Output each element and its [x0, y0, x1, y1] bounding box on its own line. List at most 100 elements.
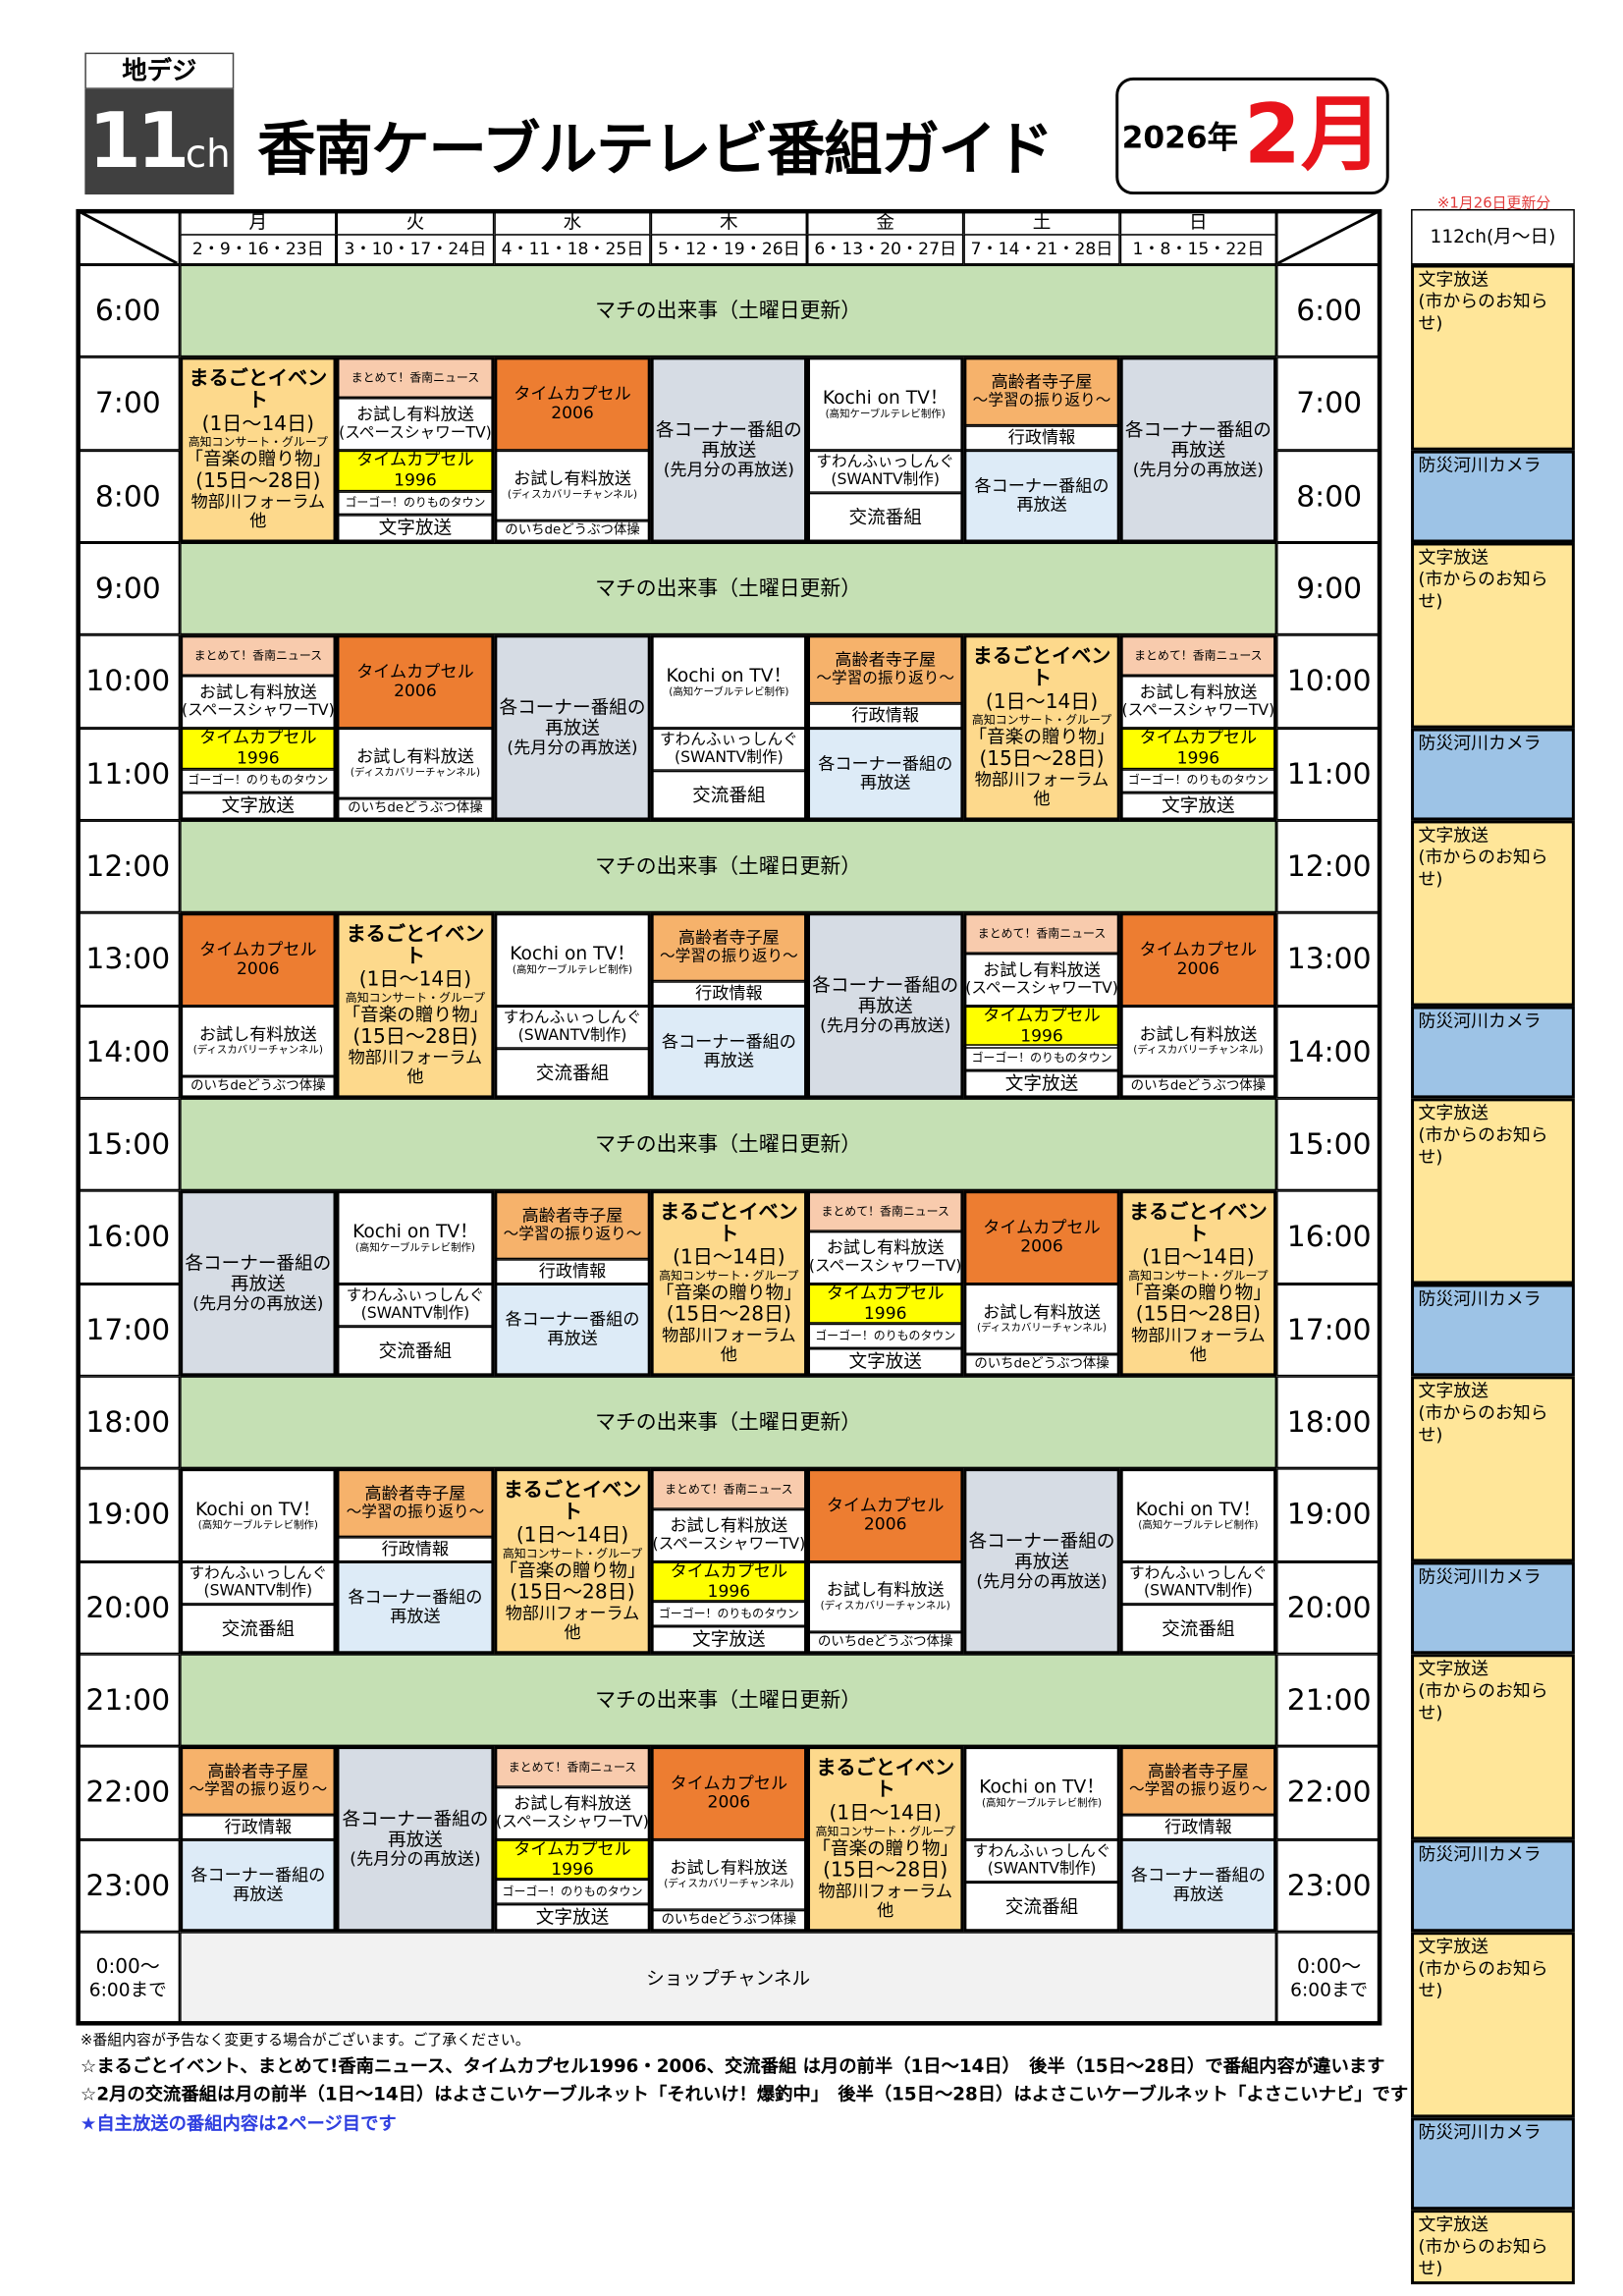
- cell-text: 20:00: [1286, 1589, 1372, 1625]
- cell-text: 再放送: [390, 1606, 441, 1627]
- program-tc2006: のいちdeどうぶつ体操: [650, 1909, 808, 1933]
- program-matomete: タイムカプセル1996: [963, 1006, 1120, 1047]
- cell-text: 他: [877, 1900, 894, 1921]
- cell-text: 高齢者寺子屋: [835, 649, 937, 671]
- cell-text: 18:00: [1286, 1403, 1372, 1440]
- program-matomete: 文字放送: [180, 793, 337, 821]
- cell-text: 火: [406, 210, 425, 233]
- cell-text: 他: [564, 1622, 581, 1643]
- day-dates: 5・12・19・26日: [650, 234, 808, 265]
- channel-number-badge: 11ch: [84, 88, 235, 195]
- cell-text: まとめて！香南ニュース: [821, 1204, 949, 1218]
- program-koreisha: 行政情報: [963, 425, 1120, 451]
- time-label-right: 18:00: [1276, 1376, 1382, 1469]
- cell-text: 再放送: [1170, 438, 1226, 462]
- time-label-right: 6:00: [1276, 264, 1382, 357]
- cell-text: タイムカプセル1996: [1139, 728, 1258, 768]
- program-koreisha: 行政情報: [1119, 1815, 1277, 1839]
- program-marugoto: まるごとイベント (1日～14日) 高知コンサート・グループ 「音楽の贈り物」 (15日…: [336, 912, 495, 1099]
- ch112-text: 文字放送: [1418, 824, 1489, 846]
- cell-text: 他: [249, 511, 267, 532]
- time-label-right: 16:00: [1276, 1190, 1382, 1284]
- program-matomete: 文字放送: [650, 1625, 808, 1655]
- cell-text: 18:00: [85, 1403, 171, 1440]
- time-label-right: 12:00: [1276, 820, 1382, 913]
- ch112-text: 文字放送: [1418, 269, 1489, 290]
- day-dates: 3・10・17・24日: [336, 234, 495, 265]
- cell-text: お試し有料放送: [983, 1301, 1101, 1323]
- cell-text: のいちdeどうぶつ体操: [974, 1357, 1109, 1373]
- program-machi-no-dekigoto: マチの出来事（土曜日更新）: [180, 1098, 1277, 1191]
- cell-text: 15:00: [1286, 1125, 1372, 1162]
- program-tc2006: お試し有料放送 (ディスカバリーチャンネル): [807, 1560, 964, 1632]
- cell-text: Kochi on TV！: [1135, 1497, 1262, 1519]
- program-matomete: ゴーゴー！のりものタウン: [336, 490, 495, 516]
- cell-text: (SWANTV制作): [360, 1304, 470, 1323]
- cell-text: 物部川フォーラム: [974, 769, 1109, 791]
- cell-text: すわんふぃっしんぐ: [189, 1564, 328, 1583]
- cell-text: タイムカプセル2006: [356, 660, 474, 701]
- program-koreisha: 各コーナー番組の 再放送: [180, 1838, 337, 1933]
- cell-text: すわんふぃっしんぐ: [972, 1842, 1111, 1861]
- program-tc2006: タイムカプセル2006: [336, 634, 495, 729]
- ch112-text: 防災河川カメラ: [1418, 1287, 1542, 1309]
- cell-text: Kochi on TV！: [510, 941, 635, 964]
- time-label-left: 8:00: [76, 450, 181, 543]
- cell-text: 土: [1032, 210, 1052, 233]
- program-tc2006: お試し有料放送 (ディスカバリーチャンネル): [336, 728, 495, 798]
- cell-text: 7:00: [1296, 385, 1363, 421]
- cell-text: タイムカプセル1996: [356, 450, 474, 490]
- program-corner: 各コーナー番組の 再放送 (先月分の再放送): [650, 356, 808, 543]
- cell-text: (ディスカバリーチャンネル): [507, 488, 638, 501]
- cell-text: 1・8・15・22日: [1132, 238, 1265, 259]
- cell-text: ゴーゴー！のりものタウン: [658, 1607, 799, 1621]
- cell-text: まるごとイベント: [503, 1477, 642, 1524]
- cell-text: 「音楽の贈り物」: [968, 726, 1115, 748]
- cell-text: 5・12・19・26日: [657, 238, 800, 259]
- ch112-text: 文字放送: [1418, 2214, 1489, 2235]
- program-matomete: ゴーゴー！のりものタウン: [650, 1602, 808, 1626]
- cell-text: お試し有料放送: [514, 467, 631, 489]
- cell-text: 物部川フォーラム: [1131, 1325, 1266, 1346]
- cell-text: (ディスカバリーチャンネル): [1133, 1044, 1264, 1057]
- program-kochi: すわんふぃっしんぐ (SWANTV制作): [650, 728, 808, 771]
- cell-text: 19:00: [1286, 1497, 1372, 1532]
- cell-text: (1日～14日): [358, 967, 472, 992]
- cell-text: (SWANTV制作): [1144, 1582, 1253, 1601]
- time-label-right: 23:00: [1276, 1838, 1382, 1933]
- cell-text: 行政情報: [1007, 426, 1076, 448]
- cell-text: 17:00: [85, 1311, 171, 1347]
- program-kochi: 交流番組: [650, 770, 808, 821]
- ch112-text: 文字放送: [1418, 546, 1489, 568]
- cell-text: のいちdeどうぶつ体操: [1130, 1079, 1267, 1095]
- ch112-text: 防災河川カメラ: [1418, 732, 1542, 753]
- cell-text: 行政情報: [224, 1816, 293, 1837]
- program-matomete: タイムカプセル1996: [494, 1838, 651, 1881]
- time-label-left: 16:00: [76, 1190, 181, 1284]
- ch112-text-broadcast: 文字放送 (市からのお知らせ): [1411, 264, 1575, 451]
- program-koreisha: 行政情報: [494, 1259, 651, 1284]
- program-matomete: 文字放送: [1119, 793, 1277, 821]
- cell-text: 3・10・17・24日: [344, 238, 487, 259]
- cell-text: 22:00: [1286, 1775, 1372, 1810]
- cell-text: 再放送: [1016, 494, 1067, 516]
- cell-text: (ディスカバリーチャンネル): [350, 766, 481, 779]
- cell-text: 各コーナー番組の: [974, 475, 1109, 496]
- cell-text: ～学習の振り返り～: [972, 392, 1111, 410]
- ch112-text-broadcast: 文字放送 (市からのお知らせ): [1411, 1654, 1575, 1839]
- program-koreisha: 行政情報: [807, 703, 964, 729]
- cell-text: (15日～28日): [666, 1302, 791, 1327]
- cell-text: ゴーゴー！のりものタウン: [188, 773, 329, 788]
- program-machi-no-dekigoto: マチの出来事（土曜日更新）: [180, 1376, 1277, 1469]
- cell-text: 各コーナー番組の: [818, 753, 953, 774]
- program-tc2006: タイムカプセル2006: [963, 1190, 1120, 1284]
- cell-text: 他: [1189, 1344, 1207, 1366]
- program-matomete: お試し有料放送 (スペースシャワーTV): [807, 1231, 964, 1284]
- cell-text: 文字放送: [378, 517, 453, 539]
- cell-text: ゴーゴー！のりものタウン: [815, 1329, 956, 1343]
- cell-text: 7:00: [94, 385, 161, 421]
- cell-text: 金: [876, 210, 895, 233]
- program-marugoto: まるごとイベント (1日～14日) 高知コンサート・グループ 「音楽の贈り物」 (15日…: [494, 1468, 651, 1655]
- program-tc2006: のいちdeどうぶつ体操: [494, 519, 651, 543]
- cell-text: ～学習の振り返り～: [1129, 1781, 1268, 1800]
